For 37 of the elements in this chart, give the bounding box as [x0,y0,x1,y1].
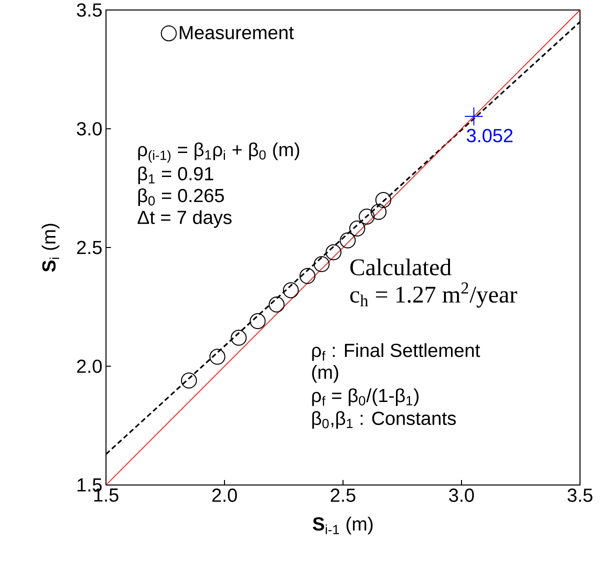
y-tick-label: 2.0 [77,360,102,373]
y-tick-label: 2.5 [77,240,102,254]
point [340,232,356,248]
point [209,348,226,365]
annotation: Calculated [350,258,452,276]
legend-label: Measurement [180,26,294,40]
point [314,256,330,272]
y-axis-title: S$_{i}$ (m) [42,224,60,272]
annotation: ρ$_{f}$ = β$_{0}$/(1-β$_{1}$) [312,388,419,406]
text: ρ$_{(i-1)}$ = β$_{1}$ρ$_{i}$ + β$_{0}$ (m) [138,142,300,163]
annotation: β$_{1}$ = 0.91 [138,166,214,184]
point [375,192,392,208]
point [370,204,387,220]
point [268,296,285,312]
annotation: Δt = 7 days [138,210,232,228]
point [326,244,342,260]
x-tick-label: 3.5 [568,488,592,502]
x-tick-label: 3.0 [449,488,474,502]
point [349,220,366,236]
annotation: ρ$_{f}$ : Final Settlement [312,343,480,361]
point [250,313,266,330]
point [464,106,484,126]
point [230,330,247,346]
point [358,208,375,225]
annotation: β$_{0}$,β$_{1}$ : Constants [312,411,456,429]
point [282,282,299,298]
annotation: c$_{h}$ = 1.27 m$^{2}$/year [350,282,518,308]
point [180,372,197,388]
annotation: (m) [312,365,338,383]
y-tick-label: 3.0 [76,122,102,136]
y-tick-label: 3.5 [76,3,102,17]
x-tick-label: 2.0 [212,488,237,502]
point [299,268,316,284]
x-axis-title: S$_{i-1}$ (m) [312,516,373,534]
annotation: β$_{0}$ = 0.265 [138,188,224,206]
annotation: 3.052 [466,128,512,142]
x-tick-label: 2.5 [330,488,356,502]
